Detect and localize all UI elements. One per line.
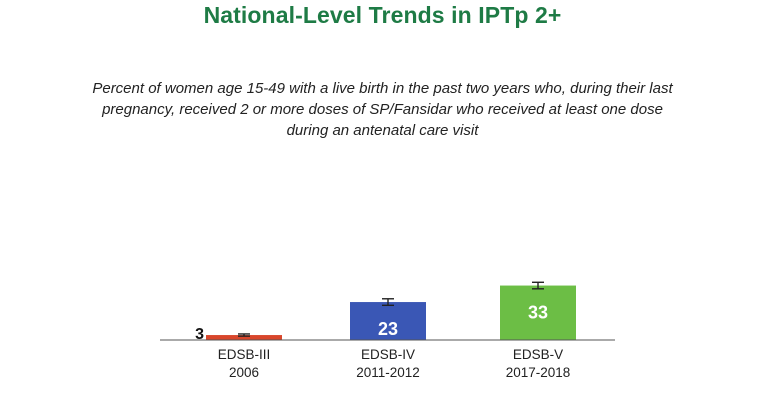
x-tick-label-1-1: EDSB-III bbox=[218, 347, 271, 362]
chart-subtitle: Percent of women age 15-49 with a live b… bbox=[92, 80, 673, 139]
bar-2 bbox=[350, 302, 426, 340]
bar-3 bbox=[500, 285, 576, 340]
x-tick-label-3-2: 2017-2018 bbox=[506, 365, 571, 380]
value-label-2: 23 bbox=[378, 319, 398, 339]
x-tick-label-2-1: EDSB-IV bbox=[361, 347, 415, 362]
value-label-3: 33 bbox=[528, 303, 548, 323]
bar-1 bbox=[206, 335, 282, 340]
error-bar-2 bbox=[382, 298, 394, 307]
x-tick-label-1-2: 2006 bbox=[229, 365, 259, 380]
value-label-1: 3 bbox=[195, 326, 204, 343]
x-tick-label-3-1: EDSB-V bbox=[513, 347, 563, 362]
error-bar-1 bbox=[238, 333, 250, 337]
x-tick-label-2-2: 2011-2012 bbox=[356, 365, 420, 380]
error-bar-3 bbox=[532, 281, 544, 290]
chart-title: National-Level Trends in IPTp 2+ bbox=[203, 2, 562, 28]
